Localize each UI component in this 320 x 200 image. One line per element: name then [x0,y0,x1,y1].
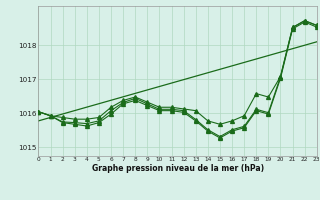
X-axis label: Graphe pression niveau de la mer (hPa): Graphe pression niveau de la mer (hPa) [92,164,264,173]
